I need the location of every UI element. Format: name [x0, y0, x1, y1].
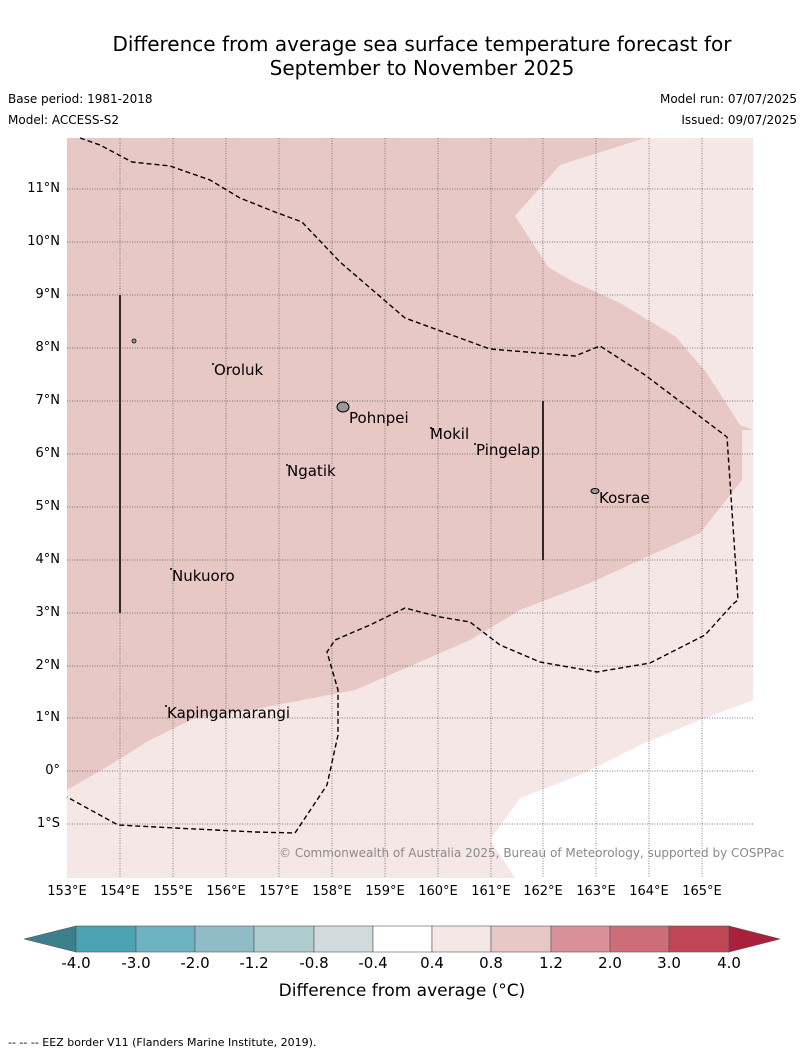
place-label-ngatik: Ngatik: [287, 462, 336, 480]
islet-icon: [131, 338, 137, 344]
title-line-2: September to November 2025: [269, 56, 575, 80]
nukuoro-marker-icon: [170, 568, 172, 570]
colorbar-tick: -0.4: [358, 954, 388, 972]
oroluk-marker-icon: [212, 363, 214, 365]
model-run: Model run: 07/07/2025: [659, 92, 797, 106]
colorbar-tick: 3.0: [657, 954, 681, 972]
colorbar-tick: 2.0: [598, 954, 622, 972]
lat-label: 11°N: [27, 181, 60, 196]
kapingamarangi-marker-icon: [165, 705, 167, 707]
lon-label: 153°E: [47, 884, 87, 899]
lat-label: 5°N: [35, 499, 61, 514]
lat-label: 1°N: [35, 710, 61, 725]
eez-footnote: -- -- -- EEZ border V11 (Flanders Marine…: [8, 1036, 317, 1049]
lon-label: 155°E: [153, 884, 193, 899]
lat-label: 1°S: [36, 816, 60, 831]
colorbar-tick: -1.2: [239, 954, 269, 972]
lat-label: 8°N: [35, 340, 61, 355]
place-label-kapingamarangi: Kapingamarangi: [167, 704, 291, 722]
lon-label: 164°E: [629, 884, 669, 899]
colorbar-tick: 4.0: [717, 954, 741, 972]
lat-label: 9°N: [35, 287, 61, 302]
lat-label: 10°N: [27, 234, 60, 249]
lon-label: 162°E: [523, 884, 563, 899]
lon-label: 165°E: [682, 884, 722, 899]
lat-label: 3°N: [35, 605, 61, 620]
graticule: [67, 138, 753, 878]
copyright-notice: © Commonwealth of Australia 2025, Bureau…: [279, 846, 785, 860]
place-label-oroluk: Oroluk: [214, 361, 264, 379]
anomaly-region-neutral: [490, 700, 753, 878]
lon-label: 157°E: [259, 884, 299, 899]
issued-date: Issued: 09/07/2025: [681, 113, 797, 127]
model-name: Model: ACCESS-S2: [8, 113, 120, 127]
place-label-pingelap: Pingelap: [476, 441, 541, 459]
colorbar-tick: -3.0: [121, 954, 151, 972]
map-title: Difference from average sea surface temp…: [60, 32, 784, 80]
base-period: Base period: 1981-2018: [8, 92, 153, 106]
colorbar-extend-high: [728, 925, 781, 953]
lon-label: 154°E: [100, 884, 140, 899]
place-label-mokil: Mokil: [430, 425, 470, 443]
title-line-1: Difference from average sea surface temp…: [112, 32, 732, 56]
lon-label: 159°E: [365, 884, 405, 899]
anomaly-region-0.4-0.8-northeast: [515, 138, 753, 430]
lat-label: 6°N: [35, 446, 61, 461]
colorbar-tick: -2.0: [180, 954, 210, 972]
colorbar-tick: -0.8: [299, 954, 329, 972]
lat-label: 0°: [45, 763, 60, 778]
lat-label: 4°N: [35, 552, 61, 567]
colorbar: [23, 925, 781, 953]
colorbar-title: Difference from average (°C): [278, 981, 526, 1001]
pingelap-marker-icon: [474, 443, 476, 445]
colorbar-tick: 0.8: [479, 954, 503, 972]
mokil-marker-icon: [430, 427, 432, 429]
lat-label: 2°N: [35, 658, 61, 673]
lon-label: 161°E: [471, 884, 511, 899]
eez-border: [66, 137, 739, 834]
place-label-nukuoro: Nukuoro: [172, 567, 235, 585]
place-label-kosrae: Kosrae: [599, 489, 650, 507]
lon-label: 156°E: [206, 884, 246, 899]
lat-label: 7°N: [35, 393, 61, 408]
lon-label: 160°E: [418, 884, 458, 899]
lon-label: 163°E: [576, 884, 616, 899]
anomaly-region-0.4-0.8-south: [67, 430, 753, 878]
ngatik-marker-icon: [286, 464, 288, 466]
lon-label: 158°E: [312, 884, 352, 899]
kosrae-island-icon: [590, 488, 600, 494]
colorbar-tick: 0.4: [420, 954, 444, 972]
pohnpei-island-icon: [336, 401, 350, 413]
colorbar-tick: 1.2: [539, 954, 563, 972]
place-label-pohnpei: Pohnpei: [349, 409, 409, 427]
colorbar-extend-low: [23, 925, 77, 953]
colorbar-tick: -4.0: [61, 954, 91, 972]
